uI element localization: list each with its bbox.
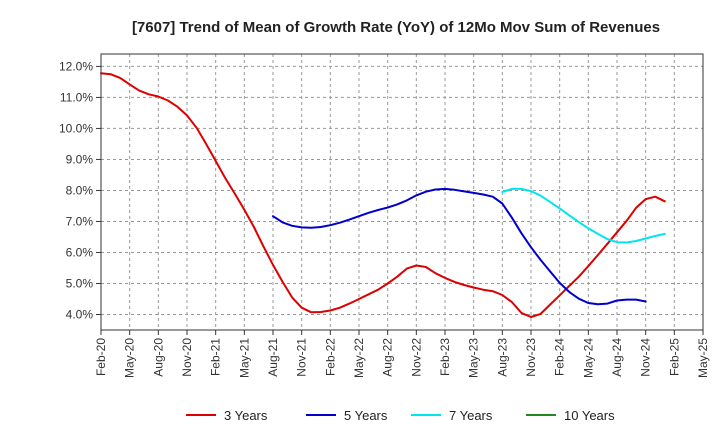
x-tick-label: May-20 bbox=[123, 338, 137, 378]
x-tick-label: Aug-23 bbox=[495, 338, 509, 377]
x-tick-label: May-23 bbox=[467, 338, 481, 378]
y-axis: 4.0% 5.0% 6.0% 7.0% 8.0% 9.0% 10.0% 11.0% 12.0% bbox=[59, 59, 101, 321]
x-tick-label: Feb-20 bbox=[94, 338, 108, 376]
x-tick-label: Nov-24 bbox=[639, 338, 653, 377]
x-tick-label: Feb-23 bbox=[438, 338, 452, 376]
y-tick-label: 7.0% bbox=[66, 214, 94, 228]
y-tick-label: 12.0% bbox=[59, 59, 93, 73]
chart-title: [7607] Trend of Mean of Growth Rate (YoY… bbox=[132, 19, 660, 36]
y-tick-label: 9.0% bbox=[66, 152, 94, 166]
x-tick-label: May-22 bbox=[352, 338, 366, 378]
series-line-7-years bbox=[501, 187, 666, 244]
x-axis: Feb-20 May-20 Aug-20 Nov-20 Feb-21 May-21 Aug-… bbox=[94, 330, 710, 378]
x-tick-label: Feb-24 bbox=[553, 338, 567, 376]
x-tick-label: Nov-20 bbox=[180, 338, 194, 377]
legend: 3 Years 5 Years 7 Years 10 Years bbox=[186, 408, 615, 423]
x-tick-label: May-25 bbox=[696, 338, 710, 378]
grid-lines bbox=[101, 54, 704, 330]
y-tick-label: 10.0% bbox=[59, 121, 93, 135]
y-tick-label: 5.0% bbox=[66, 276, 94, 290]
x-tick-label: Nov-21 bbox=[295, 338, 309, 377]
legend-label-3-years: 3 Years bbox=[224, 408, 268, 423]
x-tick-label: Feb-25 bbox=[667, 338, 681, 376]
legend-label-10-years: 10 Years bbox=[564, 408, 615, 423]
x-tick-label: Feb-21 bbox=[209, 338, 223, 376]
x-tick-label: Aug-22 bbox=[381, 338, 395, 377]
series-lines bbox=[100, 72, 666, 318]
x-tick-label: Aug-20 bbox=[151, 338, 165, 377]
legend-label-5-years: 5 Years bbox=[344, 408, 388, 423]
x-tick-label: Aug-24 bbox=[610, 338, 624, 377]
y-tick-label: 6.0% bbox=[66, 245, 94, 259]
x-tick-label: Nov-22 bbox=[409, 338, 423, 377]
series-line-5-years bbox=[272, 187, 647, 306]
x-tick-label: Nov-23 bbox=[524, 338, 538, 377]
x-tick-label: Aug-21 bbox=[266, 338, 280, 377]
y-tick-label: 4.0% bbox=[66, 307, 94, 321]
x-tick-label: Feb-22 bbox=[323, 338, 337, 376]
legend-label-7-years: 7 Years bbox=[449, 408, 493, 423]
series-line-3-years bbox=[100, 72, 666, 318]
plot-area-frame bbox=[100, 53, 704, 331]
y-tick-label: 11.0% bbox=[60, 90, 93, 104]
y-tick-label: 8.0% bbox=[66, 183, 94, 197]
x-tick-label: May-24 bbox=[581, 338, 595, 378]
x-tick-label: May-21 bbox=[237, 338, 251, 378]
